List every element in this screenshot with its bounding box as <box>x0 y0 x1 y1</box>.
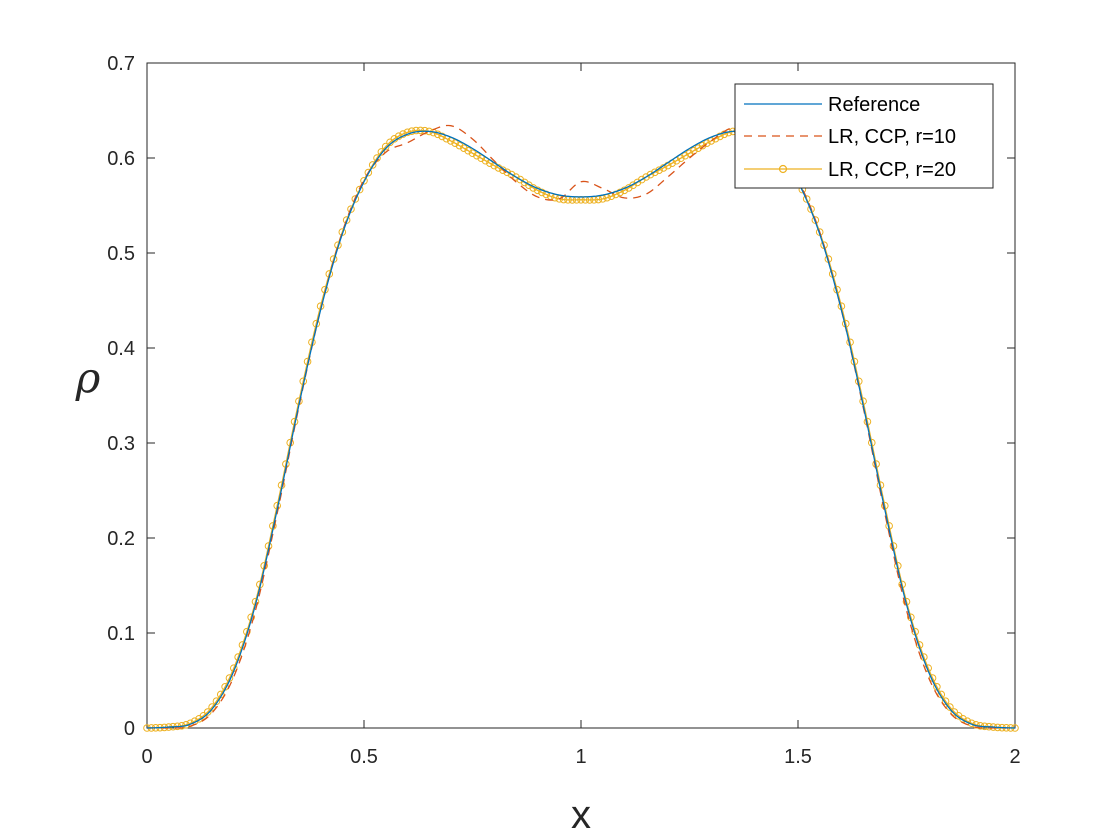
x-tick-label: 0.5 <box>350 746 378 768</box>
x-tick-label: 0 <box>141 746 152 768</box>
series-line-lr-r20 <box>146 129 1016 729</box>
series-marker-lr-r20 <box>403 128 412 137</box>
series-marker-lr-r20 <box>407 127 416 135</box>
y-tick-label: 0.3 <box>107 433 135 455</box>
legend-entry-lr-r20: LR, CCP, r=20 <box>828 159 956 181</box>
y-tick-label: 0.7 <box>107 53 135 75</box>
series-marker-lr-r20 <box>416 126 425 135</box>
series-marker-lr-r20 <box>538 188 546 197</box>
y-tick-label: 0.4 <box>107 338 135 360</box>
y-tick-label: 0.6 <box>107 148 135 170</box>
series-marker-lr-r20 <box>351 195 360 203</box>
series-marker-lr-r20 <box>512 173 520 181</box>
x-axis-label: x <box>571 793 591 837</box>
series-marker-lr-r20 <box>950 708 959 716</box>
x-tick-label: 1.5 <box>784 746 812 768</box>
series-layer <box>143 124 1019 732</box>
series-marker-lr-r20 <box>477 154 485 163</box>
series-line-reference <box>146 130 1016 729</box>
series-marker-lr-r20 <box>637 175 646 184</box>
x-tick-label: 2 <box>1009 746 1020 768</box>
series-marker-lr-r20 <box>412 126 420 135</box>
y-tick-label: 0.1 <box>107 623 135 645</box>
series-marker-lr-r20 <box>364 168 373 177</box>
series-marker-lr-r20 <box>941 697 950 706</box>
legend-swatch-lr-r20-marker <box>778 164 788 174</box>
series-marker-lr-r20 <box>681 151 689 160</box>
legend: Reference LR, CCP, r=10 LR, CCP, r=20 <box>734 83 994 189</box>
series-marker-lr-r20 <box>703 139 711 147</box>
series-marker-lr-r20 <box>802 195 811 203</box>
series-marker-lr-r20 <box>646 170 655 179</box>
series-marker-lr-r20 <box>473 151 481 160</box>
series-marker-lr-r20 <box>203 708 212 716</box>
series-marker-lr-r20 <box>381 142 390 151</box>
series-marker-lr-r20 <box>677 154 685 163</box>
series-line-reference-group <box>146 130 1016 729</box>
tick-labels: 0 0.5 1 1.5 2 0 0.1 0.2 0.3 0.4 0.5 0.6 0.7 <box>107 53 1020 768</box>
series-marker-lr-r20 <box>503 168 512 177</box>
y-tick-label: 0.2 <box>107 528 135 550</box>
x-tick-label: 1 <box>575 746 586 768</box>
series-marker-lr-r20 <box>616 188 624 197</box>
series-marker-lr-r20 <box>468 149 477 158</box>
series-marker-lr-r20 <box>642 173 650 181</box>
series-marker-lr-r20 <box>199 711 208 720</box>
series-marker-lr-r20 <box>464 146 472 155</box>
series-marker-lr-r20 <box>807 205 815 213</box>
series-marker-lr-r20 <box>212 697 221 706</box>
series-marker-lr-r20 <box>347 205 355 213</box>
y-tick-label: 0.5 <box>107 243 135 265</box>
series-marker-lr-r20 <box>650 168 659 177</box>
y-axis-label: ρ <box>75 353 101 402</box>
legend-entry-reference: Reference <box>828 94 920 116</box>
series-marker-lr-r20 <box>685 149 694 158</box>
series-marker-lr-r20 <box>360 177 368 185</box>
series-marker-lr-r20 <box>368 161 377 169</box>
series-marker-lr-r20 <box>208 703 216 711</box>
y-tick-label: 0 <box>124 718 135 740</box>
series-marker-lr-r20 <box>946 703 954 711</box>
series-marker-lr-r20 <box>377 148 386 156</box>
series-marker-lr-r20 <box>451 139 459 147</box>
series-marker-lr-r20 <box>455 141 464 150</box>
series-marker-lr-r20 <box>355 185 364 194</box>
series-marker-lr-r20 <box>460 144 468 152</box>
legend-entry-lr-r10: LR, CCP, r=10 <box>828 126 956 148</box>
series-marker-lr-r20 <box>438 132 446 141</box>
